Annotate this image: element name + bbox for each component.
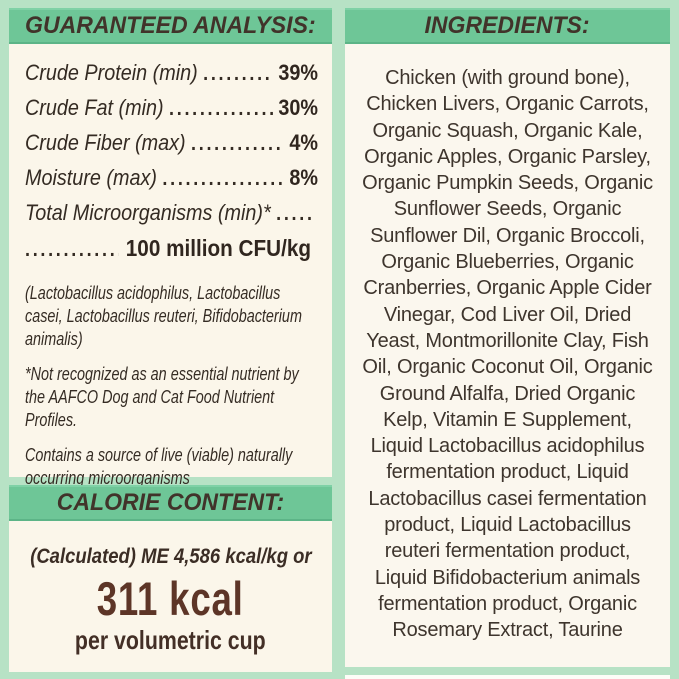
analysis-row: Moisture (max) 8% [25,165,318,200]
probiotic-species-note: (Lactobacillus acidophilus, Lactobacillu… [25,283,302,349]
analysis-row: Crude Protein (min) 39% [25,60,318,95]
guaranteed-analysis-body: Crude Protein (min) 39% Crude Fat (min) … [9,44,332,490]
live-microorganisms-note: Contains a source of live (viable) natur… [25,445,293,488]
analysis-row-label: Moisture (max) [25,165,158,190]
guaranteed-analysis-notes: (Lactobacillus acidophilus, Lactobacillu… [25,282,318,490]
me-kcal-line: (Calculated) ME 4,586 kcal/kg or [29,545,312,568]
guaranteed-analysis-header: GUARANTEED ANALYSIS: [9,8,332,44]
leader-dots [162,168,284,191]
analysis-row-label: Crude Fat (min) [25,95,164,120]
analysis-row: Crude Fat (min) 30% [25,95,318,130]
analysis-row-label: Crude Protein (min) [25,60,198,85]
leader-dots [191,133,284,156]
analysis-row: Crude Fiber (max) 4% [25,130,318,165]
calorie-content-title: CALORIE CONTENT: [56,489,285,516]
ingredients-text: Chicken (with ground bone), Chicken Live… [362,67,653,642]
analysis-row-value: 4% [289,130,318,155]
partial-next-panel [345,675,670,679]
ingredients-header: INGREDIENTS: [345,8,670,44]
guaranteed-analysis-panel: GUARANTEED ANALYSIS: Crude Protein (min)… [9,8,332,488]
ingredients-title: INGREDIENTS: [424,12,591,39]
microorganisms-value-row: 100 million CFU/kg [25,235,318,270]
analysis-row-value: 8% [289,165,318,190]
guaranteed-analysis-title: GUARANTEED ANALYSIS: [25,12,316,39]
calorie-content-panel: CALORIE CONTENT: (Calculated) ME 4,586 k… [9,485,332,672]
leader-dots [203,63,273,86]
ingredients-panel: INGREDIENTS: Chicken (with ground bone),… [345,8,670,667]
leader-dots [25,239,119,262]
ingredients-body: Chicken (with ground bone), Chicken Live… [345,44,670,644]
calorie-content-body: (Calculated) ME 4,586 kcal/kg or 311 kca… [9,521,332,656]
microorganisms-row: Total Microorganisms (min)* [25,200,318,235]
kcal-per-cup-value: 311 kcal [97,572,244,625]
microorganisms-value: 100 million CFU/kg [125,235,311,261]
leader-dots [169,98,273,121]
leader-dots [276,203,312,226]
kcal-per-cup-unit: per volumetric cup [75,625,266,655]
microorganisms-label: Total Microorganisms (min)* [25,200,271,225]
analysis-row-value: 39% [278,60,318,85]
analysis-row-label: Crude Fiber (max) [25,130,186,155]
calorie-content-header: CALORIE CONTENT: [9,485,332,521]
analysis-row-value: 30% [278,95,318,120]
aafco-note: *Not recognized as an essential nutrient… [25,364,299,430]
